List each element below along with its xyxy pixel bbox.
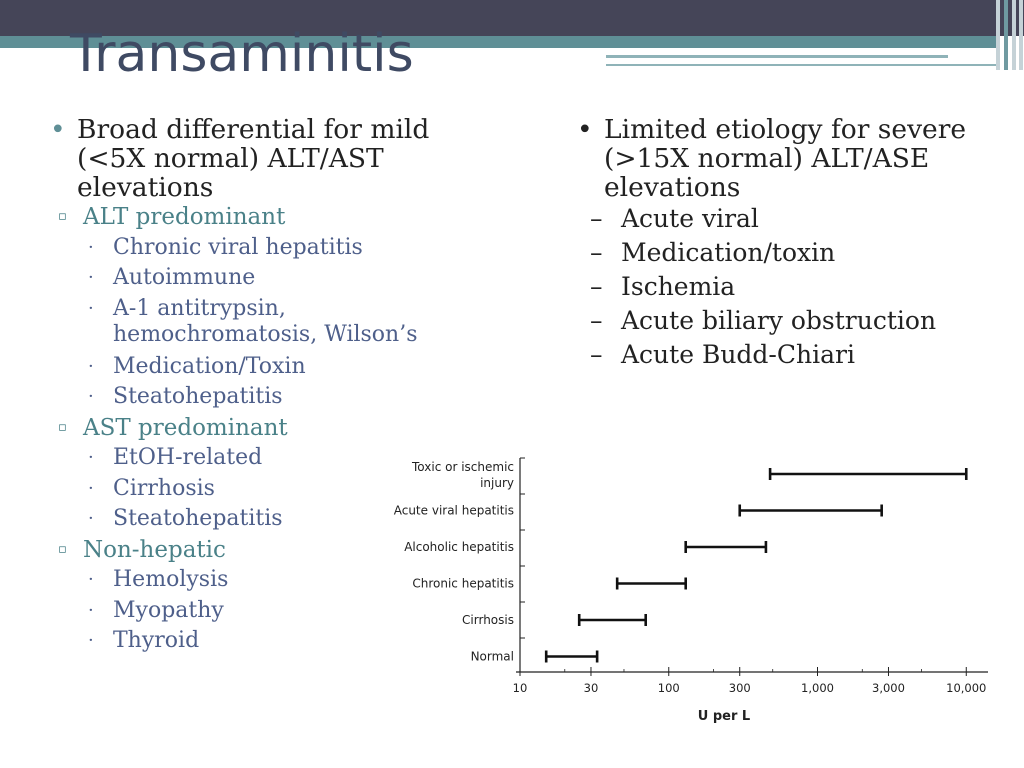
square-bullet-icon: ▫ [58,419,67,435]
list-item: · Myopathy [50,596,490,627]
dot-bullet-icon: · [88,569,94,590]
slide-title: Transaminitis [70,24,414,84]
list-item: – Acute biliary obstruction [577,304,997,338]
header-decor-vline [1004,0,1008,70]
square-bullet-icon: ▫ [58,209,67,224]
group-heading-non-hepatic: ▫ Non-hepatic [50,535,490,566]
dash-bullet-icon: – [590,272,603,301]
dot-bullet-icon: · [88,267,94,288]
x-tick-label: 100 [658,681,680,695]
category-label: Cirrhosis [462,613,514,627]
category-label: Normal [471,650,514,664]
header-decor-vline [1012,0,1016,70]
bullet-icon: • [50,114,66,145]
list-item: · Steatohepatitis [50,504,490,535]
list-item: · EtOH-related [50,443,490,474]
dot-bullet-icon: · [88,297,94,319]
category-label: injury [480,476,514,490]
x-tick-label: 3,000 [872,681,905,695]
left-column: • Broad differential for mild (<5X norma… [50,115,490,657]
list-item: – Medication/toxin [577,236,997,270]
enzyme-range-chart: 10 30 100 300 1,000 3,000 10,000 U per L Toxic o… [394,457,988,724]
list-item: · A-1 antitrypsin, hemochromatosis, Wilso… [88,295,418,347]
group-heading-alt: ▫ ALT predominant [50,202,490,233]
list-item: – Acute Budd-Chiari [577,338,997,372]
bullet-icon: • [577,114,593,145]
dash-bullet-icon: – [590,306,603,335]
x-tick-label: 10 [513,681,528,695]
right-column: • Limited etiology for severe (>15X norm… [577,115,997,372]
category-label: Toxic or ischemic [411,460,514,474]
dot-bullet-icon: · [88,477,94,499]
x-tick-label: 10,000 [946,681,986,695]
category-label: Alcoholic hepatitis [404,540,514,554]
left-main-bullet: • Broad differential for mild (<5X norma… [50,114,430,203]
list-item: · Chronic viral hepatitis [50,233,490,264]
dot-bullet-icon: · [88,447,94,468]
header-decor-line [606,64,1000,66]
list-item: – Acute viral [577,202,997,236]
x-tick-label: 1,000 [801,681,834,695]
header-accent-band [0,36,1000,48]
list-item: · Medication/Toxin [50,352,490,383]
dot-bullet-icon: · [88,630,94,651]
list-item: · Autoimmune [50,263,490,294]
header-decor-vline [996,0,1000,70]
list-item: · Cirrhosis [50,474,490,505]
square-bullet-icon: ▫ [58,541,67,557]
dot-bullet-icon: · [88,236,94,258]
dot-bullet-icon: · [88,508,94,529]
header-bar [0,0,1024,36]
dot-bullet-icon: · [88,599,94,621]
list-item: – Ischemia [577,270,997,304]
category-label: Chronic hepatitis [412,577,514,591]
x-tick-label: 300 [729,681,751,695]
list-item: · Thyroid [50,626,490,657]
header-decor-vline [1019,0,1023,70]
x-axis-label: U per L [698,709,750,724]
category-label: Acute viral hepatitis [394,504,514,518]
x-tick-label: 30 [584,681,599,695]
list-item: · Steatohepatitis [50,382,490,413]
list-item: · Hemolysis [50,565,490,596]
dash-bullet-icon: – [590,204,603,233]
dash-bullet-icon: – [590,340,603,369]
group-heading-ast: ▫ AST predominant [50,413,490,444]
dash-bullet-icon: – [590,238,603,267]
right-main-bullet: • Limited etiology for severe (>15X norm… [577,114,967,203]
dot-bullet-icon: · [88,355,94,377]
dot-bullet-icon: · [88,386,94,407]
header-decor-line [606,55,948,58]
